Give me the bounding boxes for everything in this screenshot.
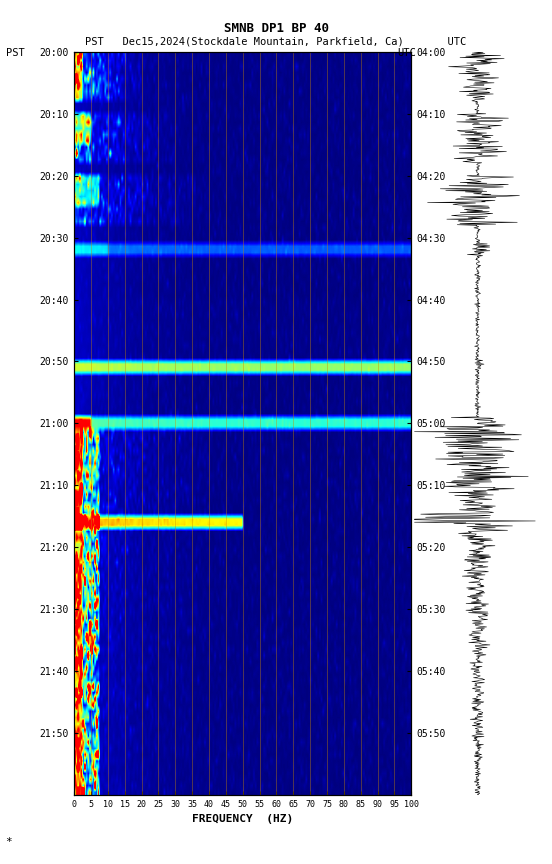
X-axis label: FREQUENCY  (HZ): FREQUENCY (HZ) (192, 814, 293, 824)
Text: UTC: UTC (397, 48, 416, 58)
Text: PST: PST (6, 48, 24, 58)
Text: SMNB DP1 BP 40: SMNB DP1 BP 40 (224, 22, 328, 35)
Text: *: * (6, 836, 12, 847)
Text: PST   Dec15,2024(Stockdale Mountain, Parkfield, Ca)       UTC: PST Dec15,2024(Stockdale Mountain, Parkf… (86, 36, 466, 47)
